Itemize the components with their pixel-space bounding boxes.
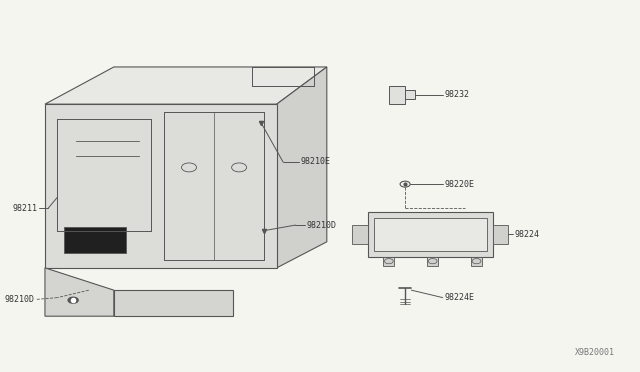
Circle shape — [68, 297, 78, 303]
Polygon shape — [45, 268, 114, 316]
Polygon shape — [276, 67, 327, 268]
Text: 98210D: 98210D — [307, 221, 337, 230]
Polygon shape — [45, 67, 327, 104]
Polygon shape — [45, 104, 276, 268]
Bar — [390, 86, 405, 104]
Bar — [493, 225, 508, 244]
Bar — [427, 257, 438, 266]
Text: X9B20001: X9B20001 — [575, 348, 615, 357]
Text: 98224E: 98224E — [445, 293, 475, 302]
Text: 98224: 98224 — [515, 230, 540, 239]
Bar — [471, 257, 482, 266]
Text: 98232: 98232 — [445, 90, 470, 99]
Bar — [383, 257, 394, 266]
Bar — [64, 227, 126, 253]
Text: 98220E: 98220E — [445, 180, 475, 189]
Bar — [367, 212, 493, 257]
Bar — [352, 225, 367, 244]
Polygon shape — [114, 290, 233, 316]
Text: 98211: 98211 — [12, 204, 37, 213]
Text: 98210D: 98210D — [4, 295, 35, 304]
Text: 98210E: 98210E — [301, 157, 330, 166]
Bar — [405, 90, 415, 99]
Bar — [374, 218, 486, 251]
